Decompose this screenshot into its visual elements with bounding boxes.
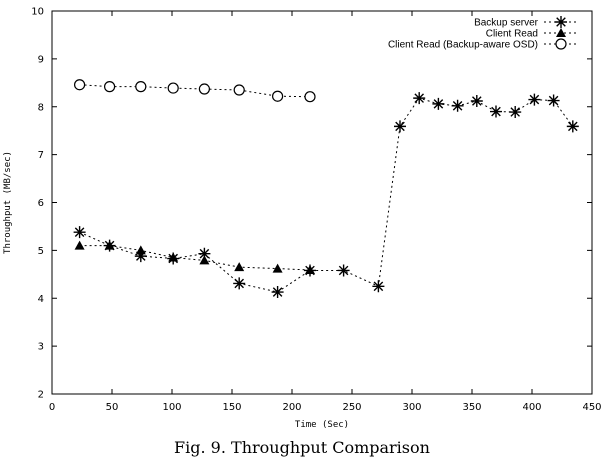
asterisk-shape [372, 280, 385, 293]
asterisk-shape [271, 286, 284, 299]
data-point [103, 81, 116, 93]
data-point [135, 245, 146, 255]
y-axis-label: Throughput (MB/sec) [3, 151, 13, 254]
data-point [372, 280, 385, 293]
data-point [272, 90, 284, 102]
legend-entry-backup-server: Backup server [474, 18, 539, 29]
data-point [73, 79, 86, 91]
series-backup-server [73, 92, 579, 299]
x-tick-label: 350 [462, 402, 481, 413]
series-line [79, 245, 311, 271]
asterisk-shape [73, 226, 86, 239]
x-axis-label: Time (Sec) [295, 420, 349, 430]
data-point [432, 97, 445, 110]
y-tick-label: 3 [38, 342, 44, 353]
data-point [337, 264, 350, 277]
data-point [272, 263, 283, 273]
figure-caption: Fig. 9. Throughput Comparison [174, 438, 430, 457]
data-point [394, 120, 406, 133]
x-tick-label: 50 [106, 402, 119, 413]
data-point [528, 93, 541, 106]
x-tick-label: 250 [342, 402, 361, 413]
data-point [233, 277, 246, 290]
y-tick-label: 2 [38, 390, 44, 401]
data-point [547, 94, 560, 107]
asterisk-shape [566, 120, 579, 133]
asterisk-shape [555, 16, 567, 28]
data-point [167, 82, 179, 94]
data-point [566, 120, 579, 133]
data-point [198, 247, 211, 260]
x-tick-label: 200 [282, 402, 301, 413]
series-client-read-backup-aware-osd [73, 79, 316, 103]
data-point [73, 226, 86, 239]
x-tick-label: 0 [49, 402, 55, 413]
asterisk-shape [413, 92, 426, 105]
data-point [271, 286, 284, 299]
plot-border [51, 10, 593, 395]
asterisk-shape [470, 95, 483, 108]
data-point [233, 84, 245, 96]
data-point [198, 83, 210, 95]
x-tick-label: 100 [162, 402, 181, 413]
data-point [168, 252, 179, 262]
throughput-chart: 0 50 100 150 200 250 300 350 400 450 2 3 4 5 6 7 8 9 10 T… [3, 7, 602, 431]
plot-frame [51, 10, 593, 395]
data-point [104, 240, 115, 250]
x-tick-label: 400 [522, 402, 541, 413]
data-point [74, 240, 85, 250]
asterisk-shape [233, 277, 246, 290]
asterisk-shape [134, 250, 147, 263]
y-tick-label: 7 [38, 150, 44, 161]
asterisk-shape [528, 93, 541, 106]
data-point [199, 255, 210, 265]
y-tick-label: 9 [38, 54, 44, 65]
data-point [451, 99, 464, 112]
series-layer [73, 79, 579, 299]
series-line [79, 97, 574, 293]
legend-entry-client-read: Client Read [486, 29, 538, 40]
data-point [509, 106, 522, 119]
legend-marker [555, 38, 567, 50]
y-axis-ticks: 2 3 4 5 6 7 8 9 10 [31, 7, 592, 401]
asterisk-shape [198, 247, 211, 260]
data-point [470, 95, 483, 108]
x-tick-label: 450 [582, 402, 601, 413]
asterisk-shape [509, 106, 522, 119]
asterisk-shape [451, 99, 464, 112]
y-tick-label: 6 [38, 198, 44, 209]
data-point [304, 91, 316, 103]
legend: Backup server Client Read Client Read (B… [388, 16, 578, 51]
asterisk-shape [432, 97, 445, 110]
series-client-read [74, 240, 315, 275]
asterisk-shape [394, 120, 406, 133]
asterisk-shape [490, 105, 502, 118]
data-point [305, 265, 315, 275]
x-tick-label: 300 [402, 402, 421, 413]
legend-marker [556, 28, 566, 37]
y-tick-label: 10 [31, 7, 44, 18]
x-axis-ticks: 0 50 100 150 200 250 300 350 400 450 [49, 11, 602, 413]
asterisk-shape [337, 264, 350, 277]
data-point [134, 250, 147, 263]
y-tick-label: 5 [38, 246, 44, 257]
y-tick-label: 4 [38, 294, 44, 305]
asterisk-shape [547, 94, 560, 107]
data-point [413, 92, 426, 105]
legend-marker [555, 16, 567, 28]
x-tick-label: 150 [222, 402, 241, 413]
data-point [234, 262, 245, 272]
legend-entry-client-read-backup-aware-osd: Client Read (Backup-aware OSD) [388, 40, 538, 51]
data-point [135, 81, 147, 93]
data-point [490, 105, 502, 118]
y-tick-label: 8 [38, 102, 44, 113]
